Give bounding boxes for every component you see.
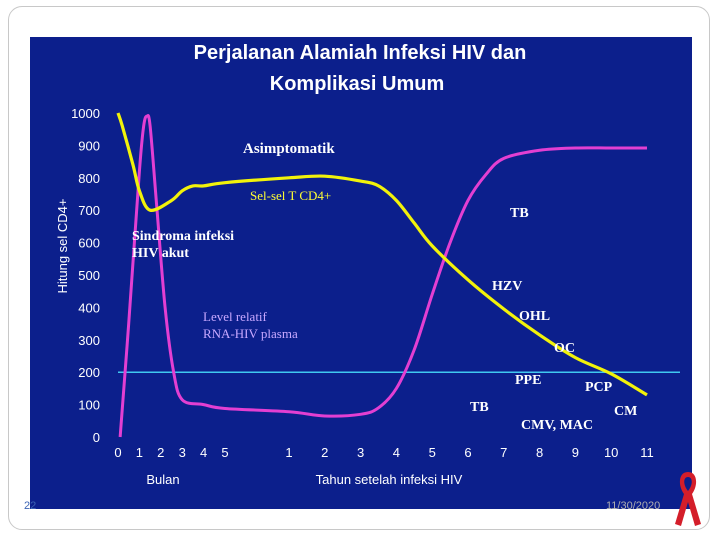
annotation-rna-label-line1: Level relatif [203, 309, 268, 324]
annotation-tb-late: TB [470, 400, 489, 415]
annotation-cd4-label: Sel-sel T CD4+ [250, 188, 331, 203]
y-tick-label: 700 [78, 203, 100, 218]
annotation-oc: OC [554, 341, 575, 356]
series-line-rna [118, 113, 647, 438]
y-tick-label: 300 [78, 333, 100, 348]
annotation-hzv: HZV [492, 279, 522, 294]
x-tick-label-year: 11 [640, 445, 654, 460]
x-tick-label-year: 3 [357, 445, 364, 460]
annotation-ohl: OHL [519, 309, 550, 324]
y-tick-label: 800 [78, 171, 100, 186]
x-tick-label-month: 5 [221, 445, 228, 460]
red-ribbon-icon [675, 472, 701, 526]
x-tick-label-month: 4 [200, 445, 207, 460]
x-tick-label-year: 9 [572, 445, 579, 460]
x-tick-label-month: 2 [157, 445, 164, 460]
y-tick-label: 1000 [71, 106, 100, 121]
x-tick-label-year: 2 [321, 445, 328, 460]
x-tick-label-year: 8 [536, 445, 543, 460]
annotation-tb-early: TB [510, 206, 529, 221]
x-tick-label-month: 1 [136, 445, 143, 460]
x-tick-label-month: 3 [179, 445, 186, 460]
x-axis-label-months: Bulan [146, 472, 179, 487]
annotation-acute-syndrome-line2: HIV akut [132, 246, 189, 261]
series-line-cd4 [116, 112, 648, 397]
y-tick-label: 200 [78, 365, 100, 380]
annotation-pcp: PCP [585, 380, 613, 395]
y-tick-label: 0 [93, 430, 100, 445]
slide-number: 22 [24, 500, 37, 512]
y-tick-label: 100 [78, 398, 100, 413]
annotation-asimptomatik: Asimptomatik [243, 141, 335, 157]
annotation-rna-label-line2: RNA-HIV plasma [203, 326, 298, 341]
x-tick-label-year: 7 [500, 445, 507, 460]
annotation-acute-syndrome-line1: Sindroma infeksi [132, 229, 234, 244]
x-tick-label-year: 1 [285, 445, 292, 460]
slide-date: 11/30/2020 [606, 500, 661, 512]
chart-background [30, 37, 692, 509]
y-tick-label: 400 [78, 300, 100, 315]
y-axis-label: Hitung sel CD4+ [55, 198, 70, 293]
annotation-ppe: PPE [515, 373, 541, 388]
chart-title-line2: Komplikasi Umum [270, 73, 444, 95]
chart-title-line1: Perjalanan Alamiah Infeksi HIV dan [194, 42, 527, 64]
x-tick-label-month: 0 [114, 445, 121, 460]
y-tick-label: 600 [78, 236, 100, 251]
x-tick-label-year: 4 [393, 445, 400, 460]
annotation-cmv-mac: CMV, MAC [521, 418, 593, 433]
annotation-cm: CM [614, 404, 637, 419]
x-tick-label-year: 6 [464, 445, 471, 460]
y-tick-label: 900 [78, 138, 100, 153]
x-tick-label-year: 5 [429, 445, 436, 460]
x-tick-label-year: 10 [604, 445, 618, 460]
y-tick-label: 500 [78, 268, 100, 283]
x-axis-label-years: Tahun setelah infeksi HIV [316, 472, 463, 487]
